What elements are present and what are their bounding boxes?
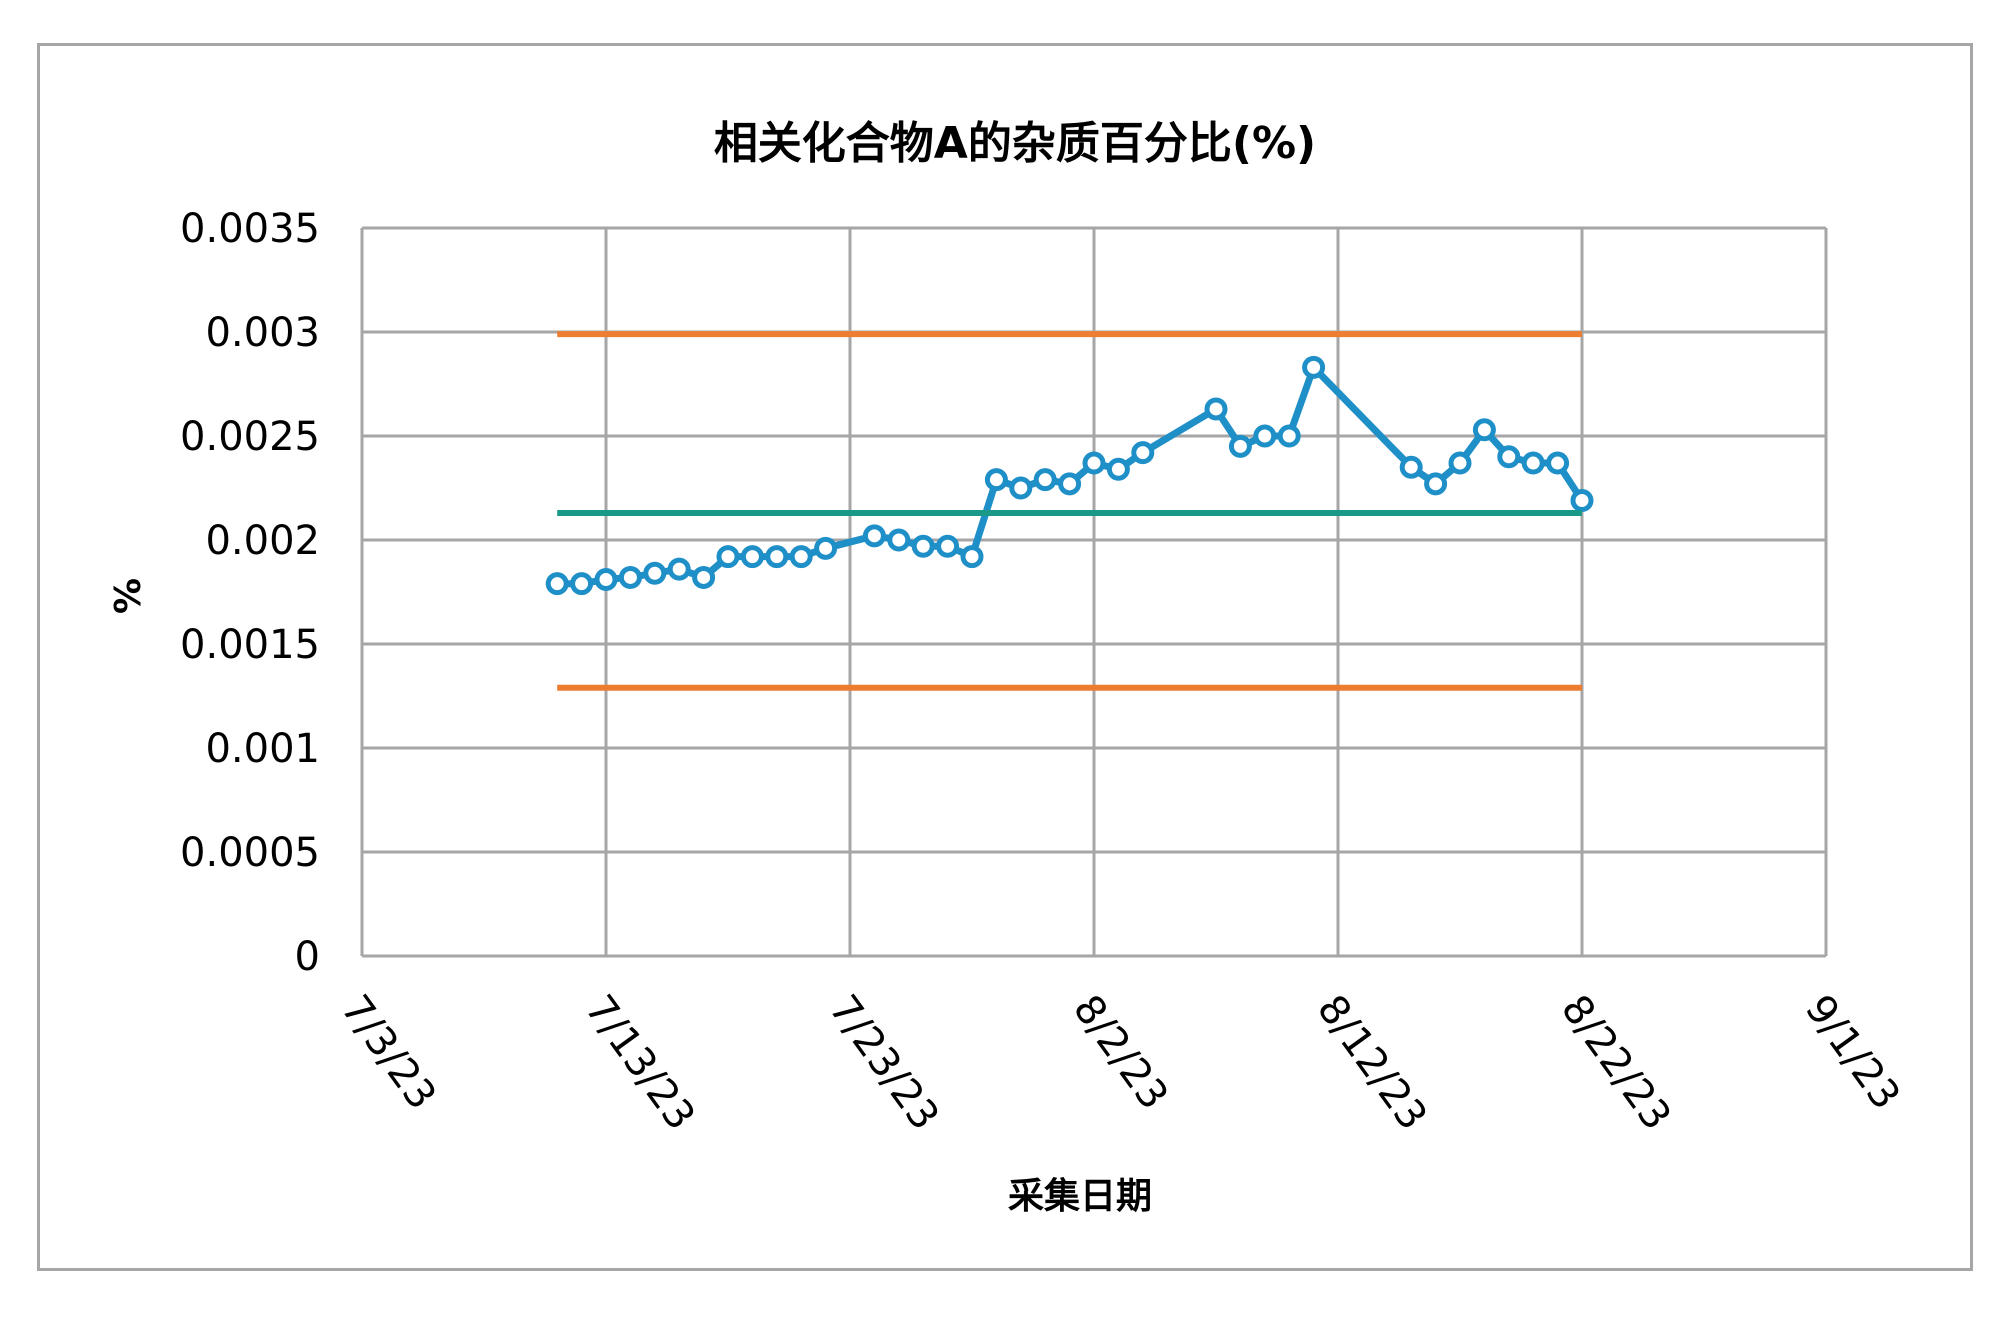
data-point xyxy=(1228,434,1252,458)
y-tick-label: 0.003 xyxy=(205,310,320,356)
data-point xyxy=(1253,424,1277,448)
data-point xyxy=(1546,451,1570,475)
data-point xyxy=(1277,424,1301,448)
data-point xyxy=(1058,472,1082,496)
x-tick-label: 8/22/23 xyxy=(1552,987,1680,1139)
y-tick-label: 0.0035 xyxy=(180,206,320,252)
x-tick-label: 8/2/23 xyxy=(1064,987,1177,1118)
x-tick-label: 7/3/23 xyxy=(332,987,445,1118)
data-point xyxy=(667,557,691,581)
data-point xyxy=(545,572,569,596)
series-layer xyxy=(545,331,1594,691)
data-point xyxy=(936,534,960,558)
chart-title: 相关化合物A的杂质百分比(%) xyxy=(714,118,1316,169)
data-point xyxy=(1424,472,1448,496)
data-point xyxy=(984,468,1008,492)
data-point xyxy=(594,568,618,592)
y-tick-label: 0.002 xyxy=(205,518,320,564)
x-tick-label: 7/23/23 xyxy=(820,987,948,1139)
data-point xyxy=(618,565,642,589)
x-tick-labels: 7/3/23 7/13/23 7/23/23 8/2/23 8/12/23 8/22/23… xyxy=(332,987,1909,1139)
data-point xyxy=(1448,451,1472,475)
y-tick-label: 0.0025 xyxy=(180,414,320,460)
data-point xyxy=(643,561,667,585)
data-point xyxy=(814,536,838,560)
data-point xyxy=(1131,441,1155,465)
data-point xyxy=(740,545,764,569)
data-point xyxy=(1497,445,1521,469)
data-point xyxy=(1009,476,1033,500)
data-point xyxy=(887,528,911,552)
data-point xyxy=(789,545,813,569)
data-point xyxy=(692,565,716,589)
data-point xyxy=(1472,418,1496,442)
y-axis-label: % xyxy=(108,578,149,614)
x-tick-label: 8/12/23 xyxy=(1308,987,1436,1139)
series-0 xyxy=(545,355,1594,596)
data-point xyxy=(960,545,984,569)
data-point xyxy=(911,534,935,558)
data-point xyxy=(1399,455,1423,479)
data-point xyxy=(716,545,740,569)
data-point xyxy=(765,545,789,569)
data-point xyxy=(1033,468,1057,492)
data-point xyxy=(862,524,886,548)
data-point xyxy=(1082,451,1106,475)
chart-frame xyxy=(37,43,1973,1271)
data-point xyxy=(1106,457,1130,481)
data-point xyxy=(1204,397,1228,421)
y-tick-label: 0 xyxy=(295,934,320,980)
x-tick-label: 9/1/23 xyxy=(1796,987,1909,1118)
data-point xyxy=(1302,355,1326,379)
y-tick-label: 0.001 xyxy=(205,726,320,772)
data-point xyxy=(570,572,594,596)
y-tick-label: 0.0015 xyxy=(180,622,320,668)
data-point xyxy=(1570,488,1594,512)
x-axis-label: 采集日期 xyxy=(1008,1176,1152,1217)
y-tick-labels: 0 0.0005 0.001 0.0015 0.002 0.0025 0.003 0.0035 xyxy=(180,206,320,980)
x-tick-label: 7/13/23 xyxy=(576,987,704,1139)
data-point xyxy=(1521,451,1545,475)
y-tick-label: 0.0005 xyxy=(180,830,320,876)
